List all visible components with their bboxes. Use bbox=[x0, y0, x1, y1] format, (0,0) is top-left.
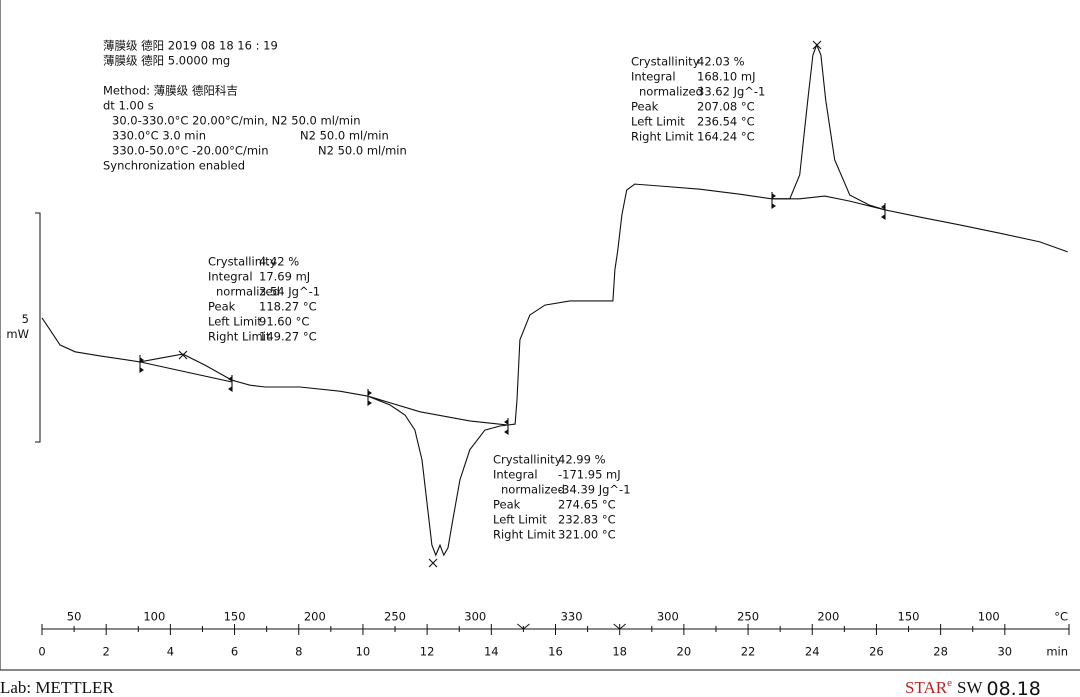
x-tick-label: 8 bbox=[295, 645, 302, 659]
temperature-unit: °C bbox=[1054, 610, 1068, 624]
program-line: N2 50.0 ml/min bbox=[300, 129, 389, 143]
sw: SW bbox=[957, 678, 983, 697]
x-tick-label: 26 bbox=[869, 645, 884, 659]
x-tick-label: 16 bbox=[548, 645, 563, 659]
brand: STAR bbox=[905, 678, 948, 697]
x-tick-label: 6 bbox=[231, 645, 238, 659]
result-value: 149.27 °C bbox=[259, 330, 317, 344]
result-value: 321.00 °C bbox=[558, 528, 616, 542]
result-value: 274.65 °C bbox=[558, 498, 616, 512]
temperature-label: 150 bbox=[898, 610, 920, 624]
result-value: 91.60 °C bbox=[259, 315, 309, 329]
result-label: Left Limit bbox=[631, 115, 685, 129]
x-tick-label: 28 bbox=[933, 645, 948, 659]
result-label: Right Limit bbox=[631, 130, 694, 144]
result-label: Right Limit bbox=[208, 330, 271, 344]
method-line: Method: 薄膜级 德阳科吉 bbox=[103, 84, 238, 98]
temperature-label: 200 bbox=[304, 610, 326, 624]
scale-bar bbox=[35, 212, 41, 443]
program-line: 330.0°C 3.0 min bbox=[112, 129, 206, 143]
x-tick-label: 2 bbox=[103, 645, 110, 659]
temperature-label: 150 bbox=[224, 610, 246, 624]
x-tick-label: 20 bbox=[677, 645, 692, 659]
temperature-label: 250 bbox=[384, 610, 406, 624]
result-label: Integral bbox=[631, 70, 676, 84]
x-tick-label: 22 bbox=[741, 645, 756, 659]
result-label: Crystallinity bbox=[631, 55, 700, 69]
result-label: Left Limit bbox=[208, 315, 262, 329]
result-label: Peak bbox=[631, 100, 659, 114]
result-label: normalized bbox=[639, 85, 703, 99]
segment-mark bbox=[613, 623, 627, 630]
result-label: Peak bbox=[208, 300, 236, 314]
footer-left: Lab: METTLER bbox=[0, 678, 114, 697]
brand-sup: e bbox=[947, 677, 952, 689]
header-line: 薄膜级 德阳 5.0000 mg bbox=[103, 54, 230, 68]
baseline bbox=[139, 361, 233, 383]
x-tick-label: 4 bbox=[167, 645, 174, 659]
x-tick-label: 12 bbox=[420, 645, 435, 659]
result-value: 3.54 Jg^-1 bbox=[259, 285, 320, 299]
program-line: 330.0-50.0°C -20.00°C/min bbox=[112, 144, 269, 158]
x-tick-label: 24 bbox=[805, 645, 820, 659]
temperature-label: 100 bbox=[143, 610, 165, 624]
result-label: Left Limit bbox=[493, 513, 547, 527]
temperature-label: 100 bbox=[978, 610, 1000, 624]
x-tick-label: 30 bbox=[997, 645, 1012, 659]
x-tick-label: 10 bbox=[356, 645, 371, 659]
result-label: Integral bbox=[208, 270, 253, 284]
result-value: 4.42 % bbox=[259, 255, 299, 269]
result-value: 207.08 °C bbox=[697, 100, 755, 114]
baseline bbox=[771, 195, 885, 211]
dsc-curve bbox=[41, 43, 1068, 557]
temperature-label: 250 bbox=[737, 610, 759, 624]
x-axis-label: min bbox=[1046, 645, 1068, 659]
result-value: 168.10 mJ bbox=[697, 70, 756, 84]
version: 08.18 bbox=[986, 678, 1040, 697]
result-value: -171.95 mJ bbox=[558, 468, 621, 482]
result-value: 232.83 °C bbox=[558, 513, 616, 527]
result-value: 236.54 °C bbox=[697, 115, 755, 129]
temperature-label: 300 bbox=[464, 610, 486, 624]
segment-mark bbox=[517, 623, 530, 630]
x-tick-label: 18 bbox=[612, 645, 627, 659]
program-line: 30.0-330.0°C 20.00°C/min, N2 50.0 ml/min bbox=[112, 114, 360, 128]
result-value: 164.24 °C bbox=[697, 130, 755, 144]
result-label: Peak bbox=[493, 498, 521, 512]
method-line: dt 1.00 s bbox=[103, 99, 154, 113]
temperature-label: 50 bbox=[67, 610, 82, 624]
footer-right: STARe SW 08.18 bbox=[905, 677, 1041, 697]
x-tick-label: 14 bbox=[484, 645, 499, 659]
scale-label: 5 bbox=[22, 312, 29, 326]
result-value: 33.62 Jg^-1 bbox=[697, 85, 765, 99]
result-value: -34.39 Jg^-1 bbox=[558, 483, 631, 497]
scale-label: mW bbox=[6, 327, 29, 341]
result-label: normalized bbox=[501, 483, 565, 497]
baseline bbox=[367, 395, 509, 426]
result-value: 118.27 °C bbox=[259, 300, 317, 314]
result-label: Crystallinity bbox=[493, 453, 562, 467]
markers bbox=[139, 40, 886, 568]
header-line: 薄膜级 德阳 2019 08 18 16 : 19 bbox=[103, 39, 278, 53]
result-value: 42.03 % bbox=[697, 55, 745, 69]
result-label: Crystallinity bbox=[208, 255, 277, 269]
temperature-label: 200 bbox=[817, 610, 839, 624]
sync-line: Synchronization enabled bbox=[103, 159, 245, 173]
result-label: Right Limit bbox=[493, 528, 556, 542]
x-tick-label: 0 bbox=[38, 645, 45, 659]
result-value: 42.99 % bbox=[558, 453, 606, 467]
temperature-label: 300 bbox=[657, 610, 679, 624]
temperature-label: 330 bbox=[561, 610, 583, 624]
program-line: N2 50.0 ml/min bbox=[318, 144, 407, 158]
result-label: Integral bbox=[493, 468, 538, 482]
result-value: 17.69 mJ bbox=[259, 270, 310, 284]
result-label: normalized bbox=[216, 285, 280, 299]
